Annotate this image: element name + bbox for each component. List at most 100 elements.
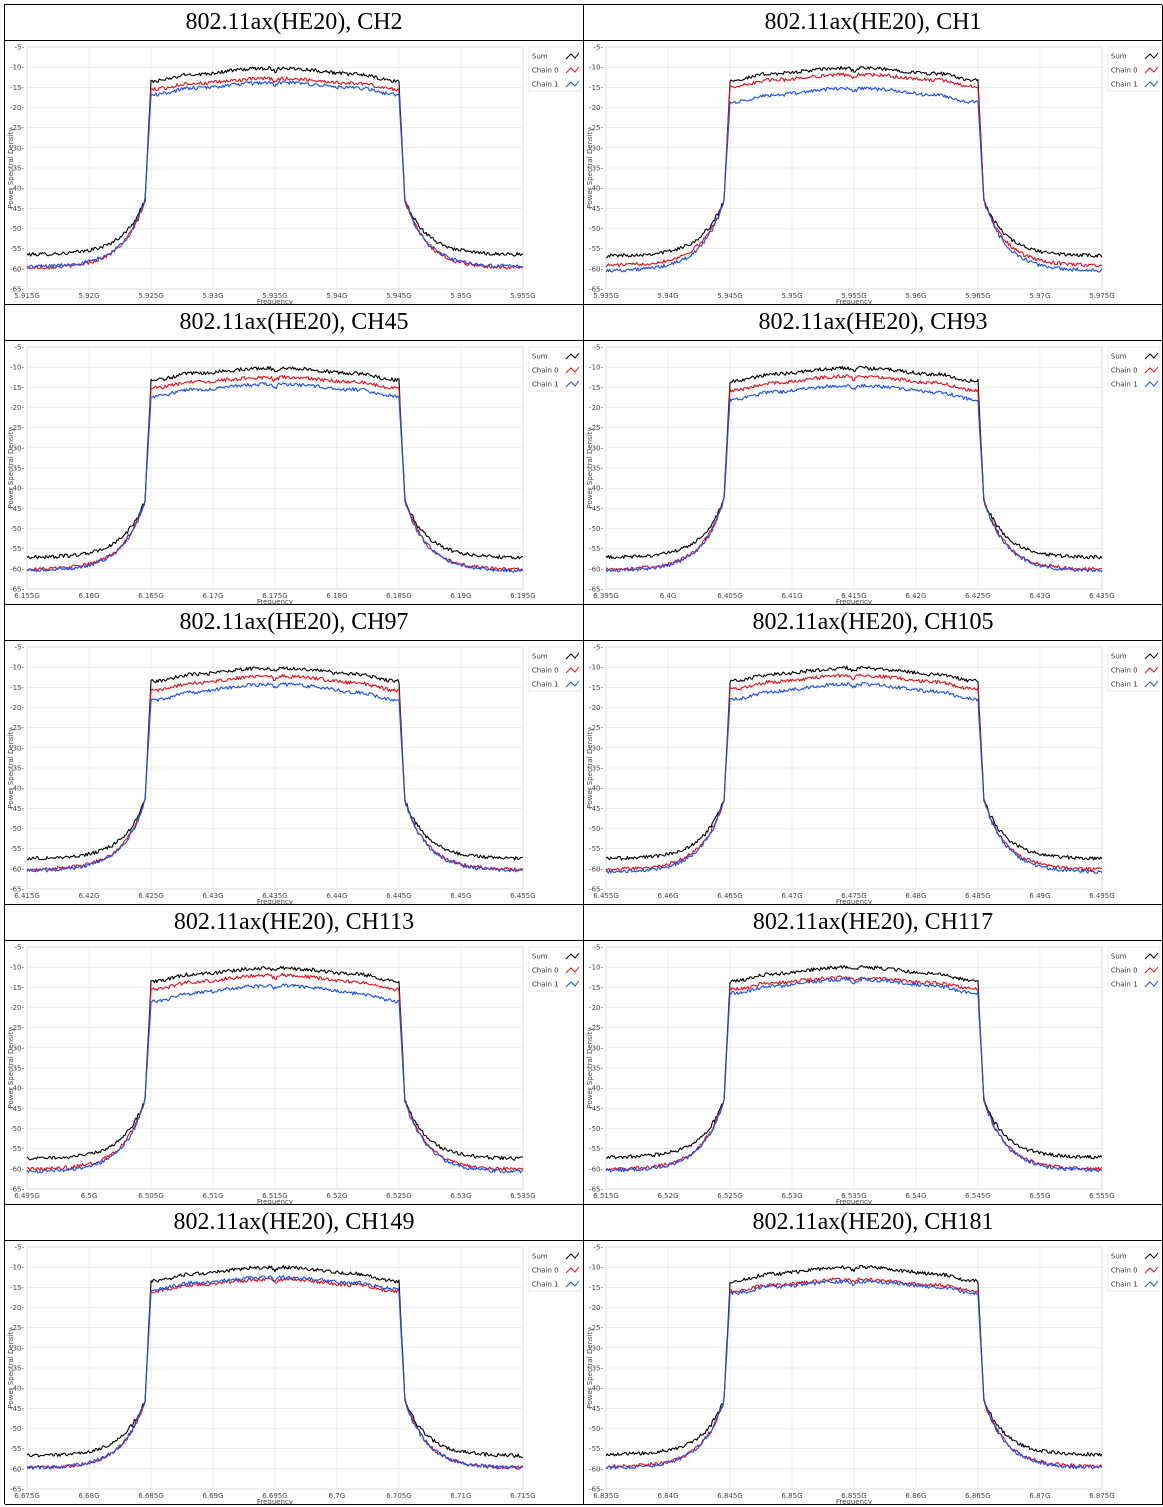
y-tick-label: -15- (10, 684, 24, 692)
y-tick-label: -65- (10, 1486, 24, 1494)
x-tick-label: 6.53G (781, 1192, 802, 1200)
y-tick-label: -25- (589, 1024, 603, 1032)
chart-title: 802.11ax(HE20), CH181 (584, 1205, 1162, 1241)
x-tick-label: 6.495G (14, 1192, 39, 1200)
y-tick-label: -45- (589, 505, 603, 513)
series-line-chain-0 (26, 76, 524, 270)
x-tick-label: 6.465G (717, 892, 742, 900)
y-tick-label: -65- (10, 1186, 24, 1194)
x-tick-label: 6.555G (1089, 1192, 1114, 1200)
legend-entry-label: Sum (532, 1253, 548, 1261)
y-tick-label: -25- (10, 724, 24, 732)
y-tick-label: -60- (589, 865, 603, 873)
x-tick-label: 6.46G (658, 892, 679, 900)
chart-plot: -5- -10- -15- -20- -25- -30- -35- -40- -45- -50- -… (584, 1241, 1162, 1504)
chart-title: 802.11ax(HE20), CH105 (584, 605, 1162, 641)
chart-title: 802.11ax(HE20), CH2 (5, 5, 583, 41)
legend-entry-label: Sum (1111, 353, 1127, 361)
y-axis-label: Power Spectral Density (7, 127, 15, 208)
x-tick-label: 5.925G (138, 292, 163, 300)
x-tick-label: 6.435G (1089, 592, 1114, 600)
x-tick-label: 6.44G (326, 892, 347, 900)
legend-entry-label: Chain 0 (1111, 667, 1138, 675)
x-axis-label: Frequency (836, 598, 872, 604)
y-axis-label: Power Spectral Density (7, 727, 15, 808)
y-tick-label: -30- (589, 444, 603, 452)
y-tick-label: -40- (589, 785, 603, 793)
y-tick-label: -50- (10, 225, 24, 233)
y-tick-label: -50- (10, 1125, 24, 1133)
series-line-chain-1 (605, 86, 1103, 273)
x-tick-label: 6.49G (1029, 892, 1050, 900)
x-axis-label: Frequency (257, 298, 293, 304)
legend-swatch-icon (565, 680, 580, 688)
x-tick-label: 6.42G (905, 592, 926, 600)
y-tick-label: -25- (589, 124, 603, 132)
legend-entry-label: Sum (532, 953, 548, 961)
y-tick-label: -40- (10, 185, 24, 193)
legend-swatch-icon (1144, 952, 1159, 960)
legend-entry-label: Chain 1 (1111, 81, 1138, 89)
psd-chart: -5- -10- -15- -20- -25- -30- -35- -40- -45- -50- -… (586, 944, 1161, 1204)
y-tick-label: -60- (589, 1165, 603, 1173)
legend-swatch-icon (565, 980, 580, 988)
y-tick-label: -5- (594, 1244, 604, 1252)
y-tick-label: -15- (10, 84, 24, 92)
legend-swatch-icon (1144, 652, 1159, 660)
legend-swatch-icon (1144, 66, 1159, 74)
series-line-chain-1 (26, 983, 524, 1174)
series-line-sum (26, 1265, 523, 1458)
x-tick-label: 6.17G (202, 592, 223, 600)
series-line-sum (605, 65, 1103, 258)
y-tick-label: -45- (10, 805, 24, 813)
chart-cell-ch181: 802.11ax(HE20), CH181 -5- -10- -15- -20- -25… (584, 1205, 1163, 1505)
y-tick-label: -10- (10, 1264, 24, 1272)
chart-cell-ch97: 802.11ax(HE20), CH97 -5- -10- -15- -20- -25-… (5, 605, 584, 905)
y-tick-label: -65- (589, 1486, 603, 1494)
y-tick-label: -30- (589, 144, 603, 152)
legend-entry-label: Chain 1 (532, 681, 559, 689)
chart-cell-ch149: 802.11ax(HE20), CH149 -5- -10- -15- -20- -25… (5, 1205, 584, 1505)
y-tick-label: -20- (10, 104, 24, 112)
legend-entry-label: Chain 1 (532, 981, 559, 989)
y-tick-label: -10- (589, 364, 603, 372)
y-tick-label: -65- (589, 286, 603, 294)
y-tick-label: -60- (589, 265, 603, 273)
y-tick-label: -40- (589, 485, 603, 493)
y-tick-label: -30- (10, 444, 24, 452)
series-line-sum (26, 365, 523, 560)
y-tick-label: -65- (10, 586, 24, 594)
legend-swatch-icon (565, 380, 580, 388)
psd-chart: -5- -10- -15- -20- -25- -30- -35- -40- -45- -50- -… (586, 344, 1161, 604)
y-tick-label: -20- (10, 404, 24, 412)
legend-swatch-icon (1144, 1266, 1159, 1274)
chart-title: 802.11ax(HE20), CH1 (584, 5, 1162, 41)
legend-entry-label: Chain 1 (1111, 981, 1138, 989)
x-tick-label: 6.505G (138, 1192, 163, 1200)
y-tick-label: -25- (10, 124, 24, 132)
legend-swatch-icon (565, 66, 580, 74)
legend-entry-label: Sum (1111, 1253, 1127, 1261)
x-tick-label: 5.94G (326, 292, 347, 300)
y-tick-label: -25- (10, 1024, 24, 1032)
x-tick-label: 6.415G (14, 892, 39, 900)
y-tick-label: -55- (589, 245, 603, 253)
y-tick-label: -20- (589, 1004, 603, 1012)
legend-swatch-icon (1144, 80, 1159, 88)
legend-entry-label: Chain 0 (532, 1267, 559, 1275)
y-tick-label: -15- (589, 384, 603, 392)
x-axis-label: Frequency (257, 1198, 293, 1204)
legend-swatch-icon (565, 1266, 580, 1274)
y-tick-label: -35- (10, 1365, 24, 1373)
x-tick-label: 5.915G (14, 292, 39, 300)
chart-cell-ch117: 802.11ax(HE20), CH117 -5- -10- -15- -20- -25… (584, 905, 1163, 1205)
x-tick-label: 5.955G (510, 292, 535, 300)
x-tick-label: 6.515G (593, 1192, 618, 1200)
y-tick-label: -25- (10, 424, 24, 432)
y-tick-label: -45- (589, 805, 603, 813)
legend-swatch-icon (1144, 1252, 1159, 1260)
legend-swatch-icon (1144, 1280, 1159, 1288)
y-tick-label: -15- (10, 1284, 24, 1292)
x-tick-label: 5.965G (965, 292, 990, 300)
y-tick-label: -65- (589, 1186, 603, 1194)
